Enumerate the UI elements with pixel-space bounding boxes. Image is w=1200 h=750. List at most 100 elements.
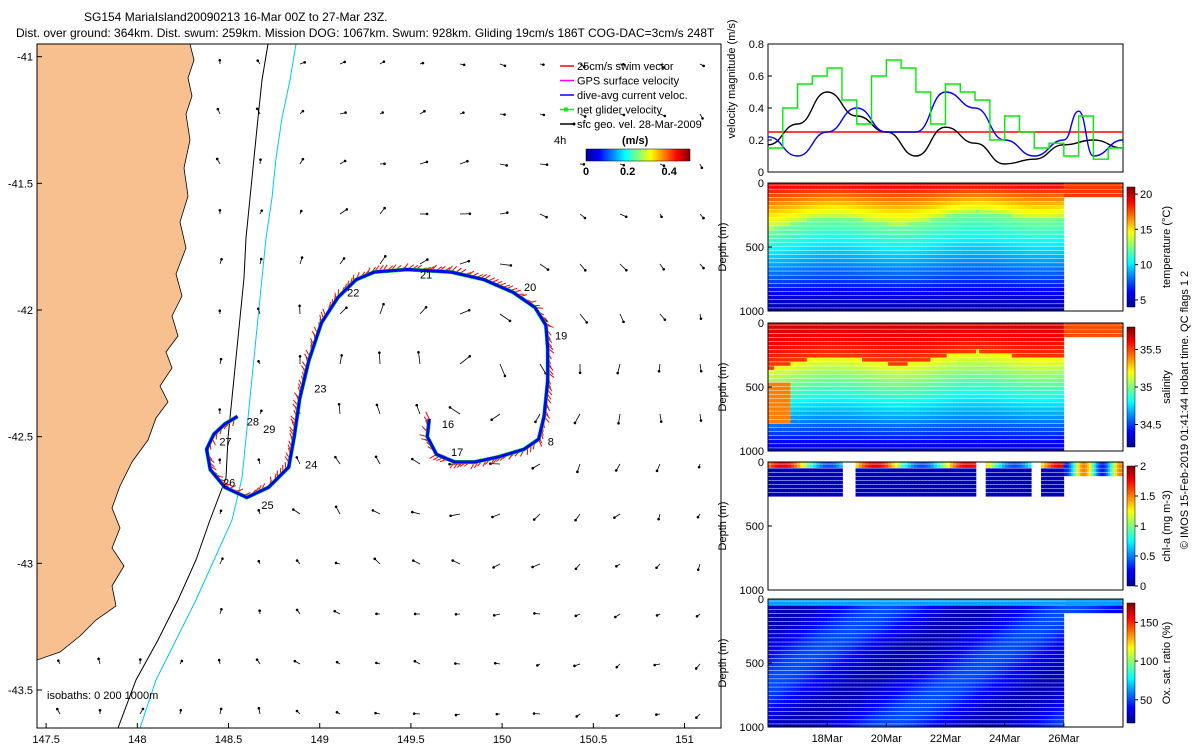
section-sample (770, 259, 775, 263)
velocity-series-line (768, 59, 1123, 160)
legend-swatch-marker (564, 107, 568, 112)
section-sample (953, 209, 957, 214)
section-sample (949, 250, 954, 255)
section-sample (842, 299, 847, 304)
section-sample (966, 267, 970, 271)
section-sample (796, 394, 801, 399)
section-sample (1005, 308, 1009, 311)
section-sample (1018, 275, 1022, 280)
section-sample (1044, 259, 1048, 263)
section-sample (907, 246, 912, 251)
speed-colorbar-tick: 0 (583, 166, 589, 178)
section-sample (972, 295, 977, 300)
section-sample (959, 193, 964, 198)
section-sample (796, 448, 801, 451)
section-sample (774, 353, 778, 358)
sfc-geo-velocity-field (55, 59, 706, 719)
section-sample (868, 185, 873, 189)
section-sample (1054, 185, 1058, 189)
section-sample (839, 399, 843, 403)
section-sample (1041, 295, 1045, 300)
section-sample (862, 250, 866, 255)
section-sample (796, 271, 801, 275)
section-sample (862, 218, 866, 222)
section-sample (985, 185, 990, 189)
section-sample (839, 444, 843, 448)
geo-velocity-arrow-head (655, 614, 659, 617)
section-sample (832, 193, 837, 198)
section-sample (845, 271, 850, 275)
section-sample (845, 411, 850, 415)
section-sample (845, 250, 850, 255)
section-sample (936, 275, 941, 280)
section-sample (910, 213, 915, 218)
section-sample (768, 295, 772, 300)
section-sample (774, 423, 778, 428)
section-sample (793, 205, 798, 210)
section-sample (768, 250, 772, 255)
section-sample (829, 213, 834, 218)
section-sample (780, 295, 785, 300)
geo-velocity-arrow-head (259, 257, 263, 261)
section-sample (813, 183, 817, 185)
section-sample (865, 415, 869, 420)
section-sample (1031, 271, 1035, 275)
section-sample (1050, 246, 1055, 251)
section-sample (826, 283, 830, 288)
section-sample (933, 226, 938, 230)
section-sample (884, 399, 889, 403)
section-sample (839, 358, 843, 362)
section-sample (806, 374, 811, 379)
section-sample (1050, 183, 1055, 185)
section-sample (806, 362, 811, 366)
section-sample (800, 415, 804, 420)
section-sample (1024, 308, 1029, 311)
section-sample (966, 238, 970, 243)
section-sample (878, 419, 882, 424)
section-sample (998, 308, 1003, 311)
section-sample (852, 403, 856, 407)
section-sample (868, 423, 873, 428)
geo-velocity-arrow-head (413, 612, 417, 616)
section-sample (888, 329, 892, 333)
geo-velocity-arrow (378, 352, 381, 365)
section-sample (1041, 201, 1045, 206)
section-sample (891, 358, 895, 362)
section-sample (770, 230, 775, 234)
section-sample (845, 431, 850, 436)
section-sample (790, 419, 795, 424)
section-sample (871, 308, 876, 311)
section-sample (770, 185, 775, 189)
section-sample (806, 394, 811, 399)
section-sample (809, 366, 814, 370)
section-sample (852, 193, 856, 198)
map-x-axis: 147.5 148 148.5 149 149.5 150 150.5 151 (32, 723, 694, 746)
section-sample (891, 329, 895, 333)
geo-velocity-arrow-head (616, 371, 620, 375)
section-sample (849, 193, 853, 198)
section-sample (1034, 250, 1039, 255)
section-sample (819, 189, 824, 193)
section-sample (943, 185, 948, 189)
section-sample (832, 197, 837, 202)
section-sample (777, 283, 782, 288)
section-sample (809, 374, 814, 379)
section-sample (878, 325, 882, 329)
section-sample (992, 242, 996, 247)
section-sample (988, 271, 993, 275)
section-sample (998, 304, 1003, 308)
section-sample (829, 337, 834, 342)
section-sample (975, 250, 980, 255)
section-sample (988, 254, 993, 259)
geo-velocity-arrow-head (219, 509, 223, 513)
section-sample (813, 403, 817, 407)
section-sample (783, 448, 788, 451)
section-sample (878, 238, 882, 243)
section-sample (975, 189, 980, 193)
section-sample (839, 435, 843, 440)
section-sample (959, 267, 964, 271)
section-sample (1054, 254, 1058, 259)
section-sample (793, 353, 798, 358)
section-sample (940, 213, 944, 218)
section-sample (1037, 230, 1042, 234)
